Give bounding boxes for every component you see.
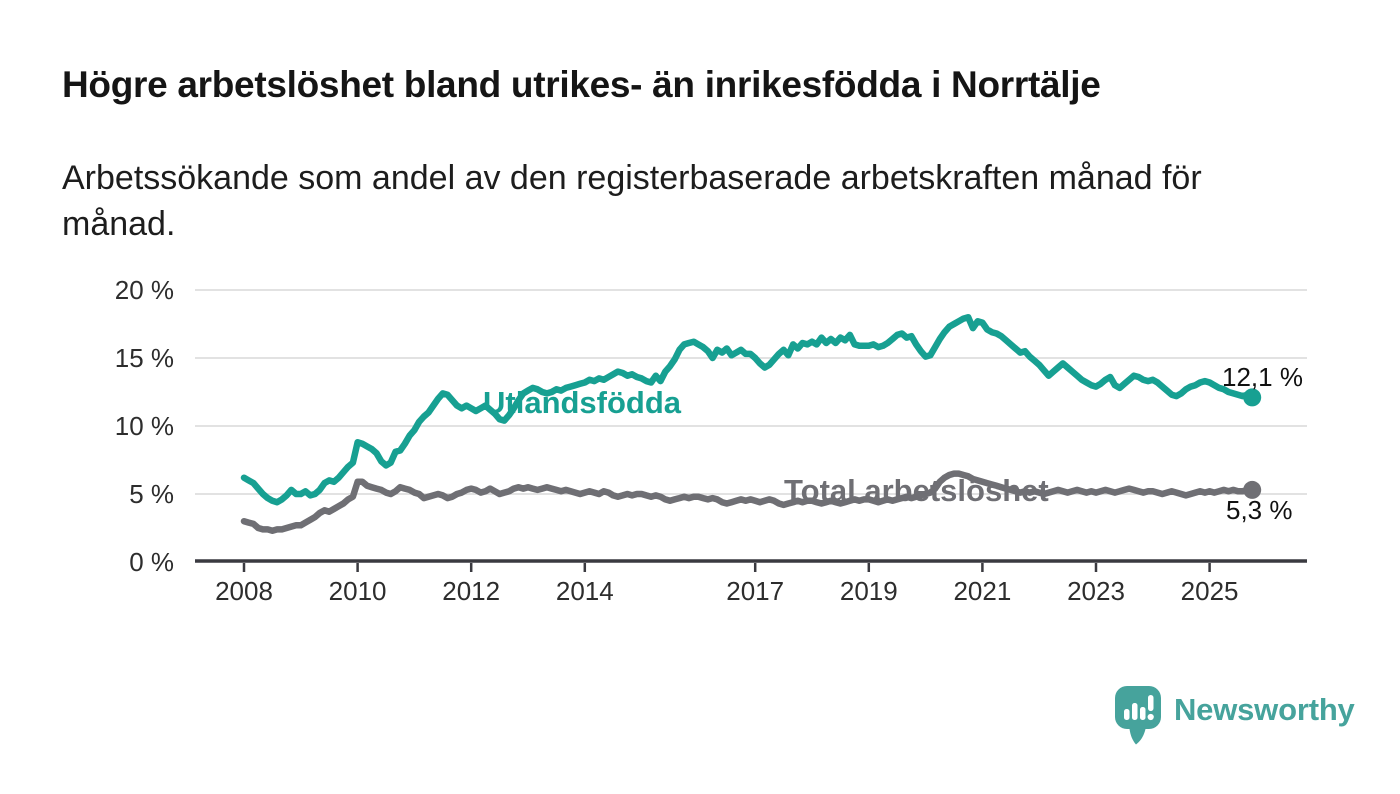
- y-tick-label-20: 20 %: [115, 275, 174, 305]
- end-value-utlandsfodda: 12,1 %: [1222, 362, 1303, 392]
- x-tick-label-2012: 2012: [442, 576, 500, 606]
- end-dot-total: [1243, 480, 1262, 499]
- newsworthy-logo-text: Newsworthy: [1174, 692, 1355, 727]
- page-title: Högre arbetslöshet bland utrikes- än inr…: [62, 64, 1101, 105]
- end-value-total: 5,3 %: [1226, 495, 1293, 525]
- x-tick-label-2023: 2023: [1067, 576, 1125, 606]
- axes: 20 % 15 % 10 % 5 % 0 % 2008 2010 2012 2014 2017 20…: [115, 275, 1307, 606]
- y-tick-label-5: 5 %: [129, 479, 174, 509]
- x-tick-label-2021: 2021: [953, 576, 1011, 606]
- gridlines: [195, 289, 1307, 495]
- newsworthy-logo[interactable]: Newsworthy: [1115, 686, 1355, 752]
- y-tick-label-15: 15 %: [115, 343, 174, 373]
- y-tick-label-0: 0 %: [129, 547, 174, 577]
- y-tick-label-10: 10 %: [115, 411, 174, 441]
- end-dot-utlandsfodda: [1243, 388, 1262, 407]
- x-tick-label-2014: 2014: [556, 576, 614, 606]
- x-tick-label-2025: 2025: [1181, 576, 1239, 606]
- series-line-total: [240, 470, 1256, 534]
- x-tick-label-2010: 2010: [329, 576, 387, 606]
- x-tick-label-2008: 2008: [215, 576, 273, 606]
- x-tick-label-2017: 2017: [726, 576, 784, 606]
- newsworthy-logo-icon: [1115, 686, 1161, 745]
- x-tick-label-2019: 2019: [840, 576, 898, 606]
- series-label-utlandsfodda: Utlandsfödda: [483, 385, 682, 420]
- chart-subtitle-line1: Arbetssökande som andel av den registerb…: [62, 159, 1202, 197]
- chart-subtitle-line2: månad.: [62, 205, 176, 243]
- chart-subtitle: Arbetssökande som andel av den registerb…: [62, 155, 1202, 247]
- series-line-utlandsfodda: [240, 313, 1256, 506]
- series-label-total-arbetsloshet: Total arbetslöshet: [784, 473, 1049, 508]
- data-series: [240, 313, 1262, 534]
